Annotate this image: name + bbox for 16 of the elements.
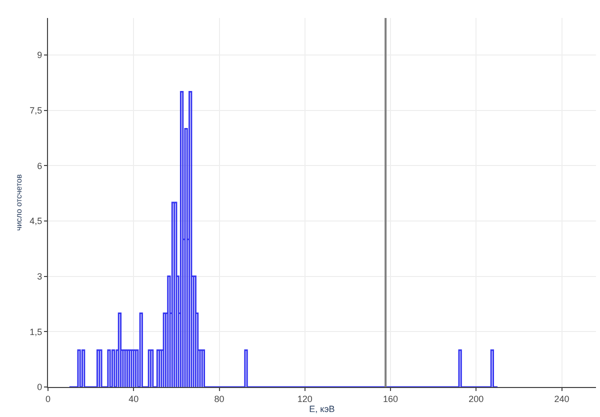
x-tick-label: 0 [45, 394, 51, 404]
x-tick-label: 160 [382, 394, 398, 404]
y-tick-label: 0 [37, 382, 42, 392]
x-tick-label: 40 [128, 394, 139, 404]
x-tick-label: 240 [554, 394, 570, 404]
x-tick-label: 80 [214, 394, 224, 404]
y-tick-label: 6 [37, 160, 42, 171]
y-tick-label: 1,5 [30, 326, 42, 337]
y-tick-label: 4,5 [30, 216, 42, 226]
x-tick-label: 120 [297, 394, 312, 404]
y-tick-label: 3 [37, 271, 42, 282]
y-tick-label: 9 [37, 50, 42, 60]
y-tick-label: 7,5 [30, 105, 42, 116]
x-axis-title: E, кэВ [309, 404, 335, 414]
y-axis-title: число отсчетов [14, 174, 24, 231]
x-tick-label: 200 [468, 394, 484, 404]
